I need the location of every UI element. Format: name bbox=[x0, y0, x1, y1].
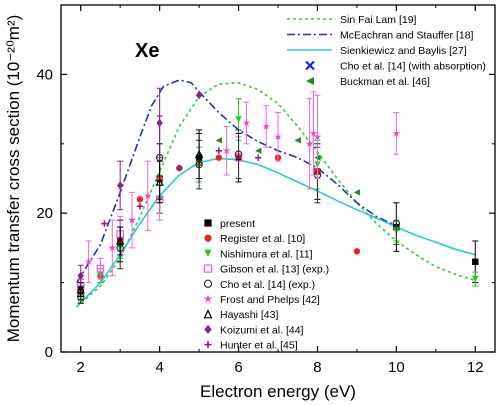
marker-x-b bbox=[305, 60, 315, 71]
legend-top-right: Sin Fai Lam [19] McEachran and Stauffer [… bbox=[287, 14, 486, 88]
marker-star bbox=[309, 129, 318, 137]
y-axis-title: Momentum transfer cross section (10⁻²⁰m²… bbox=[4, 15, 23, 343]
marker-circle bbox=[353, 248, 361, 255]
marker-star bbox=[222, 146, 231, 155]
marker-plus bbox=[215, 147, 223, 154]
legend-point-label: Koizumi et al. [44] bbox=[220, 324, 304, 336]
legend-point-label: Cho et al. [14] (exp.) bbox=[220, 279, 315, 291]
marker-triangle-left bbox=[306, 77, 314, 85]
marker-plus bbox=[204, 341, 212, 349]
marker-star bbox=[143, 191, 152, 200]
marker-square-open bbox=[203, 264, 213, 273]
legend-line-label: Cho et al. [14] (with absorption) bbox=[340, 61, 486, 73]
panel-label: Xe bbox=[135, 40, 159, 62]
marker-star bbox=[128, 215, 136, 224]
legend-point-label: Hayashi [43] bbox=[220, 309, 278, 321]
marker-diamond bbox=[195, 91, 203, 100]
marker-circle bbox=[136, 196, 144, 203]
marker-star bbox=[262, 122, 271, 130]
marker-diamond bbox=[77, 271, 84, 280]
legend-point-label: Register et al. [10] bbox=[220, 233, 305, 245]
marker-star bbox=[203, 294, 213, 303]
marker-circle-open bbox=[234, 150, 243, 159]
legend-point-label: Gibson et al. [13] (exp.) bbox=[220, 264, 329, 276]
marker-circle-open bbox=[392, 219, 401, 228]
legend-line-label: Sienkiewicz and Baylis [27] bbox=[340, 45, 467, 57]
axis-ticks: 2 4 6 8 10 12 0 20 40 bbox=[36, 4, 495, 376]
legend-point-label: Hunter et al. [45] bbox=[220, 340, 298, 352]
legend-line-label: Buckman et al. [46] bbox=[340, 76, 430, 88]
marker-plus bbox=[101, 220, 108, 227]
x-axis-title: Electron energy (eV) bbox=[200, 382, 356, 401]
x-tick-label: 12 bbox=[467, 359, 484, 376]
x-tick-label: 10 bbox=[388, 359, 405, 376]
marker-star bbox=[84, 257, 93, 266]
marker-circle bbox=[215, 154, 223, 161]
marker-triangle-left bbox=[255, 147, 262, 154]
marker-square bbox=[204, 219, 212, 227]
marker-diamond bbox=[116, 181, 124, 190]
legend-point-label: Frost and Phelps [42] bbox=[220, 294, 320, 306]
marker-square-open bbox=[96, 264, 105, 273]
marker-triangle-open bbox=[116, 236, 125, 245]
marker-diamond bbox=[156, 118, 163, 128]
theory-curves bbox=[76, 79, 476, 308]
marker-triangle-open bbox=[155, 177, 164, 186]
marker-plus bbox=[136, 203, 144, 210]
marker-star bbox=[274, 132, 282, 141]
marker-plus bbox=[176, 164, 183, 172]
x-tick-label: 4 bbox=[155, 359, 163, 376]
marker-star bbox=[242, 118, 251, 127]
legend-center-bottom: present Register et al. [10] Nishimura et … bbox=[203, 218, 329, 352]
marker-star bbox=[108, 243, 117, 252]
marker-triangle-left bbox=[294, 137, 301, 144]
marker-circle-open bbox=[203, 279, 213, 288]
x-tick-label: 6 bbox=[234, 359, 242, 376]
marker-triangle-down bbox=[204, 249, 212, 257]
legend-line-label: Sin Fai Lam [19] bbox=[340, 14, 417, 26]
marker-diamond bbox=[204, 324, 212, 334]
x-tick-label: 8 bbox=[313, 359, 321, 376]
marker-triangle-left bbox=[353, 189, 361, 196]
legend-point-label: Nishimura et al. [11] bbox=[220, 248, 313, 260]
legend-point-label: present bbox=[220, 218, 255, 230]
marker-plus bbox=[255, 154, 262, 161]
marker-square bbox=[472, 258, 479, 265]
marker-triangle-down bbox=[472, 275, 479, 283]
marker-star bbox=[392, 129, 401, 137]
y-tick-label: 0 bbox=[45, 344, 53, 361]
marker-triangle-open bbox=[194, 149, 204, 159]
x-tick-label: 2 bbox=[77, 359, 85, 376]
marker-triangle-left bbox=[215, 137, 223, 144]
marker-star bbox=[313, 132, 322, 141]
data-points bbox=[76, 87, 479, 304]
curve-line bbox=[76, 157, 476, 308]
y-tick-label: 20 bbox=[36, 205, 53, 222]
marker-star bbox=[305, 139, 314, 148]
marker-triangle-open bbox=[203, 309, 213, 319]
marker-x bbox=[305, 60, 315, 71]
marker-triangle-open bbox=[76, 284, 85, 294]
curve-line bbox=[76, 81, 476, 308]
legend-line-label: McEachran and Stauffer [18] bbox=[340, 30, 474, 42]
y-tick-label: 40 bbox=[36, 66, 53, 83]
marker-circle bbox=[204, 234, 212, 242]
marker-triangle-down bbox=[235, 116, 242, 123]
